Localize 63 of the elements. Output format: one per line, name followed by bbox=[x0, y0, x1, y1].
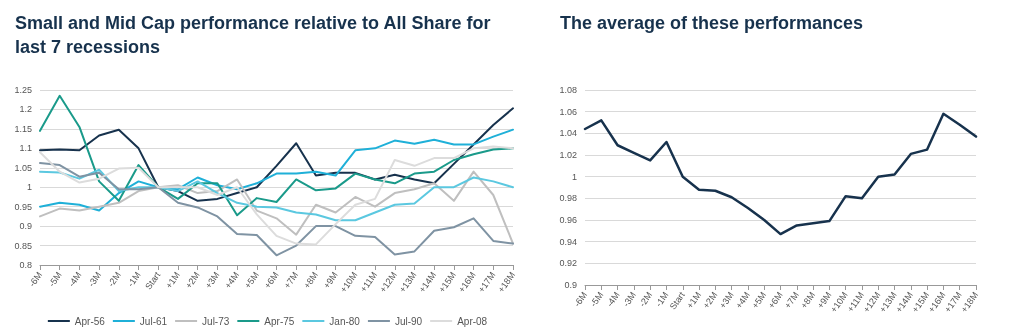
x-tick-label: +7M bbox=[281, 270, 301, 291]
x-tick-label: +1M bbox=[163, 270, 183, 291]
chart-title: The average of these performances bbox=[560, 13, 864, 33]
legend-label: Jul-90 bbox=[394, 315, 423, 327]
line-series bbox=[39, 128, 514, 212]
y-tick-label: 0.95 bbox=[14, 201, 32, 212]
x-tick-label: -2M bbox=[105, 270, 123, 289]
y-tick-label: 0.98 bbox=[559, 193, 577, 204]
y-tick-label: 1.25 bbox=[14, 85, 32, 95]
x-tick-label: -1M bbox=[653, 290, 671, 309]
x-tick-label: +7M bbox=[782, 290, 801, 311]
y-tick-label: 0.8 bbox=[19, 260, 32, 270]
y-tick-label: 0.9 bbox=[564, 280, 577, 290]
x-tick-label: +8M bbox=[301, 270, 321, 291]
line-series bbox=[39, 145, 514, 246]
x-tick-label: -5M bbox=[588, 290, 606, 309]
x-tick-label: -1M bbox=[125, 270, 143, 289]
x-tick-label: -2M bbox=[637, 290, 655, 309]
x-tick-label: +5M bbox=[242, 270, 261, 291]
x-tick-label: -4M bbox=[66, 270, 84, 289]
y-tick-label: 0.85 bbox=[14, 240, 32, 251]
x-tick-label: +6M bbox=[262, 270, 281, 291]
y-tick-label: 1 bbox=[571, 171, 577, 182]
x-tick-label: +3M bbox=[203, 270, 222, 291]
y-tick-label: 0.92 bbox=[559, 258, 577, 269]
x-tick-label: +6M bbox=[766, 290, 785, 311]
x-tick-label: +1M bbox=[684, 290, 704, 311]
x-tick-label: -4M bbox=[604, 290, 622, 309]
x-tick-label: -6M bbox=[572, 290, 590, 309]
x-tick-label: +4M bbox=[222, 270, 242, 291]
x-tick-label: +9M bbox=[321, 270, 340, 291]
y-tick-label: 1.06 bbox=[559, 106, 577, 117]
x-tick-label: -3M bbox=[620, 290, 638, 309]
legend-label: Apr-56 bbox=[74, 315, 106, 327]
line-series bbox=[39, 162, 514, 257]
line-series bbox=[583, 112, 978, 236]
y-tick-label: 1.02 bbox=[559, 150, 577, 160]
y-tick-label: 1.2 bbox=[19, 104, 32, 115]
legend-label: Apr-75 bbox=[264, 315, 295, 327]
y-tick-label: 1 bbox=[26, 182, 32, 193]
line-series bbox=[39, 170, 514, 245]
y-tick-label: 0.94 bbox=[559, 236, 577, 247]
y-tick-label: 1.05 bbox=[14, 162, 32, 173]
line-series bbox=[39, 107, 514, 202]
y-tick-label: 1.08 bbox=[559, 85, 577, 95]
legend-label: Jan-80 bbox=[329, 315, 361, 327]
y-tick-label: 0.9 bbox=[19, 221, 32, 232]
legend-label: Jul-61 bbox=[139, 315, 168, 327]
x-tick-label: +2M bbox=[183, 270, 202, 291]
y-tick-label: 1.1 bbox=[19, 143, 32, 154]
x-tick-label: -3M bbox=[86, 270, 104, 289]
x-tick-label: +8M bbox=[798, 290, 818, 311]
x-tick-label: -5M bbox=[46, 270, 64, 289]
y-tick-label: 1.15 bbox=[14, 123, 32, 134]
y-tick-label: 0.96 bbox=[559, 215, 577, 225]
y-tick-label: 1.04 bbox=[559, 128, 577, 139]
line-series bbox=[39, 168, 514, 222]
chart-title: Small and Mid Cap performance relative to All Share for last 7 recessions bbox=[15, 13, 496, 57]
x-tick-label: +2M bbox=[701, 290, 720, 311]
legend-label: Jul-73 bbox=[202, 315, 230, 327]
x-tick-label: -6M bbox=[27, 270, 45, 289]
legend-label: Apr-08 bbox=[457, 315, 488, 327]
x-tick-label: +3M bbox=[717, 290, 736, 311]
